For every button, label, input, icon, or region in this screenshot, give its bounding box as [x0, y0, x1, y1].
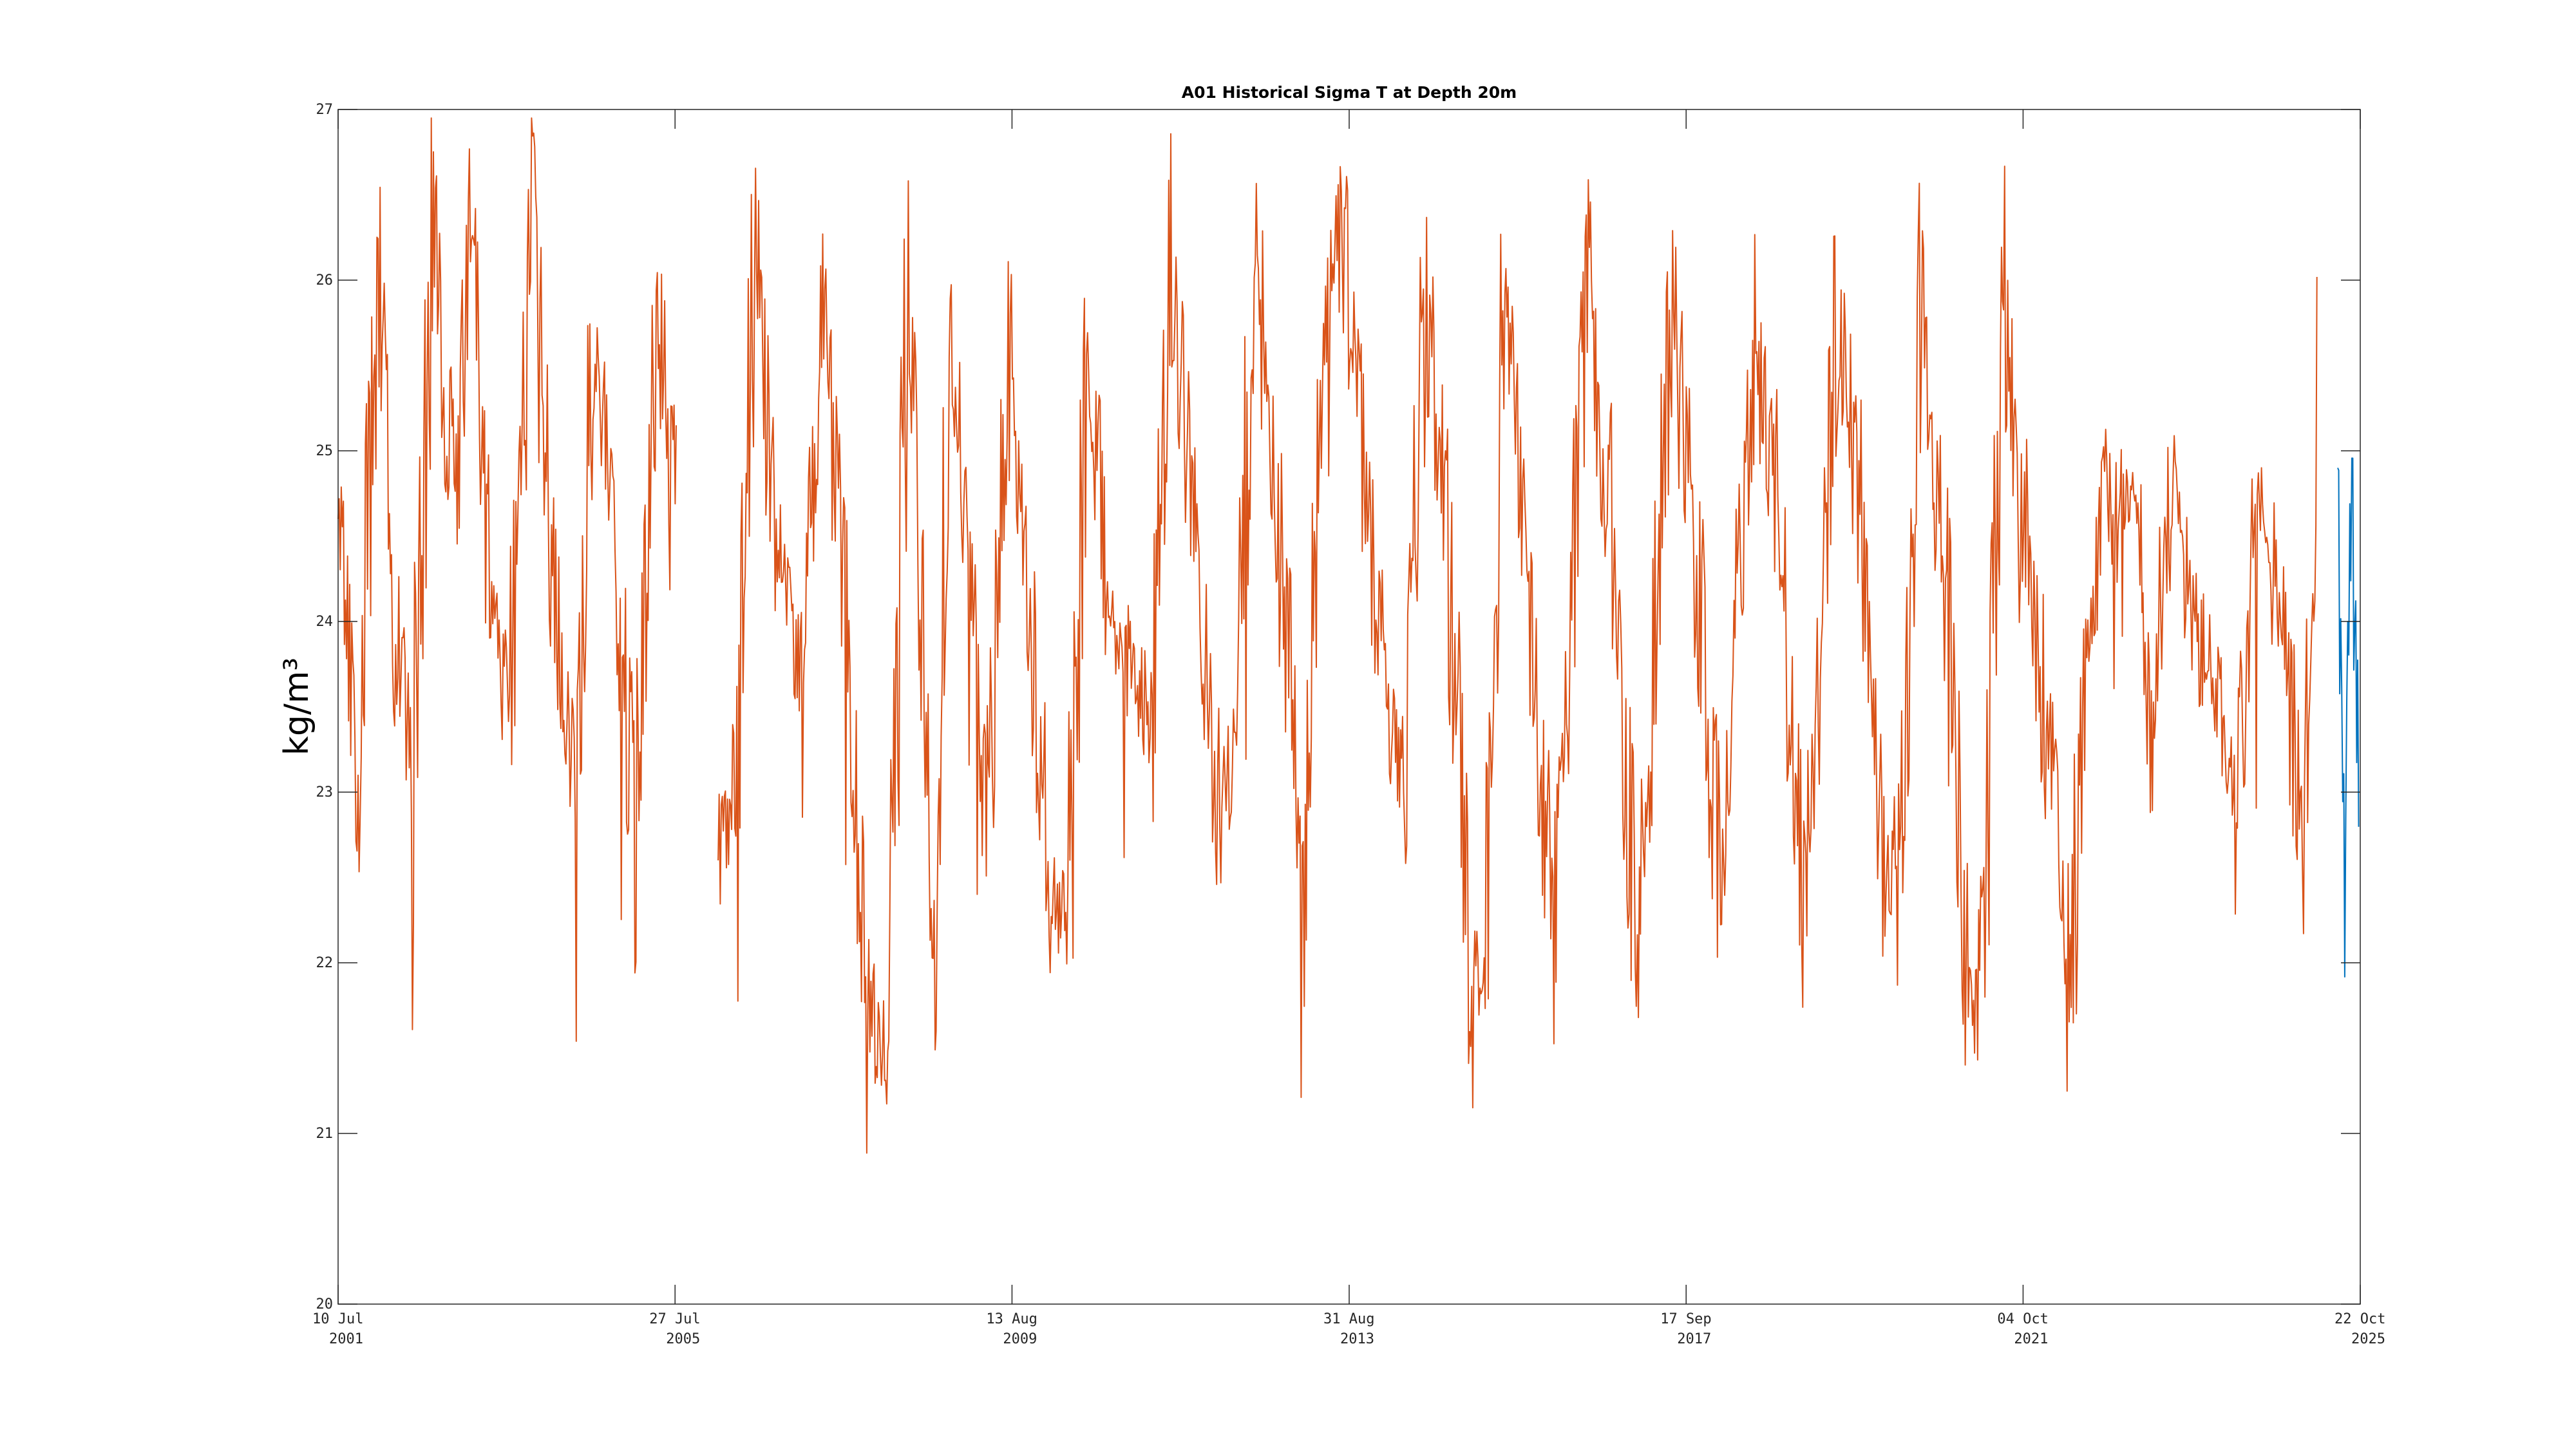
series-layer: [337, 117, 2360, 1154]
y-axis-label: kg/m³: [278, 658, 316, 755]
x-tick-label-line1: 13 Aug: [986, 1311, 1037, 1327]
y-tick-label: 25: [316, 443, 334, 459]
x-tick-label-line2: 2017: [1677, 1331, 1711, 1347]
x-tick-label-line2: 2009: [1003, 1331, 1037, 1347]
x-tick-label-line1: 10 Jul: [312, 1311, 363, 1327]
x-tick-label-line1: 22 Oct: [2334, 1311, 2385, 1327]
x-tick-label-line1: 31 Aug: [1323, 1311, 1374, 1327]
y-tick-label: 27: [316, 102, 334, 118]
x-tick-label-line2: 2013: [1340, 1331, 1374, 1347]
series-line-1: [337, 117, 2318, 1154]
y-tick-label: 23: [316, 784, 334, 800]
y-tick-label: 20: [316, 1296, 334, 1312]
series-line-2: [2337, 457, 2360, 978]
x-tick-label-line2: 2021: [2014, 1331, 2048, 1347]
y-tick-label: 24: [316, 614, 334, 630]
x-tick-label-line1: 04 Oct: [1997, 1311, 2048, 1327]
x-tick-label-line2: 2005: [666, 1331, 700, 1347]
x-tick-label-line1: 17 Sep: [1660, 1311, 1711, 1327]
y-tick-label: 21: [316, 1126, 334, 1142]
y-tick-label: 26: [316, 272, 334, 289]
y-tick-label: 22: [316, 955, 334, 971]
x-tick-label-line2: 2025: [2351, 1331, 2385, 1347]
x-tick-label-line1: 27 Jul: [649, 1311, 700, 1327]
x-tick-label-line2: 2001: [329, 1331, 363, 1347]
chart-title: A01 Historical Sigma T at Depth 20m: [1182, 83, 1517, 102]
